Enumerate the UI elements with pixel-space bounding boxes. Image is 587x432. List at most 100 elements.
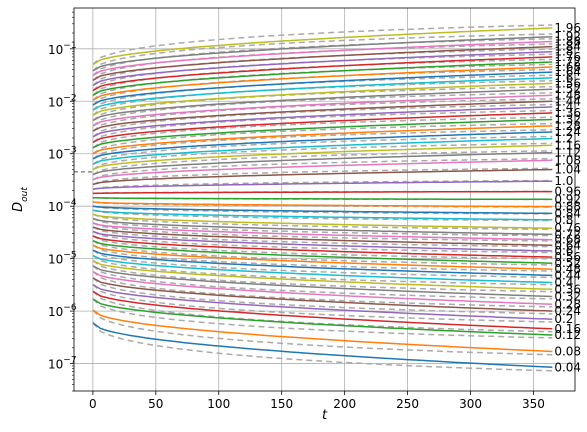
series-dashed-line bbox=[92, 167, 553, 186]
series-line bbox=[92, 244, 553, 270]
series-line bbox=[92, 144, 553, 171]
series-label: 1.36 bbox=[554, 106, 581, 120]
series-label: 1.44 bbox=[554, 94, 581, 108]
series-line bbox=[92, 235, 553, 258]
series-label: 0.12 bbox=[554, 328, 581, 342]
series-dashed-line bbox=[92, 270, 553, 308]
series-label: 0.52 bbox=[554, 256, 581, 270]
series-line bbox=[92, 131, 553, 160]
series-line bbox=[92, 106, 553, 138]
series-line bbox=[92, 209, 553, 221]
series-label: 0.28 bbox=[554, 297, 581, 311]
series-dashed-line bbox=[92, 222, 553, 242]
series-label: 0.8 bbox=[554, 213, 573, 227]
series-line bbox=[92, 222, 553, 241]
series-line bbox=[92, 112, 553, 143]
series-label: 0.2 bbox=[554, 312, 573, 326]
series-label: 1.72 bbox=[554, 55, 581, 69]
series-dashed-line bbox=[92, 109, 553, 143]
series-line bbox=[92, 205, 553, 215]
y-axis-label-sub: out bbox=[20, 187, 30, 202]
x-tick-label: 50 bbox=[148, 397, 163, 411]
series-line bbox=[92, 270, 553, 306]
series-line bbox=[92, 118, 553, 149]
series-label: 0.16 bbox=[554, 322, 581, 336]
series-line bbox=[92, 322, 553, 369]
x-axis-label: t bbox=[322, 408, 328, 423]
series-line bbox=[92, 298, 553, 336]
series-label: 1.0 bbox=[554, 174, 573, 188]
series-label: 1.04 bbox=[554, 163, 581, 177]
series-label: 1.64 bbox=[554, 65, 581, 79]
series-dashed-line bbox=[92, 103, 553, 138]
series-lines-layer bbox=[92, 27, 553, 369]
series-dashed-line bbox=[92, 209, 553, 222]
x-tick-label: 250 bbox=[396, 397, 419, 411]
series-line bbox=[92, 277, 553, 312]
y-tick-label: 10−6 bbox=[48, 303, 77, 319]
series-label: 1.84 bbox=[554, 40, 581, 54]
y-tick-label: 10−3 bbox=[48, 146, 77, 162]
series-line bbox=[92, 213, 553, 229]
series-line bbox=[92, 40, 553, 77]
series-label: 1.16 bbox=[554, 138, 581, 152]
series-dashed-line bbox=[92, 24, 553, 66]
series-dashed-line bbox=[92, 290, 553, 333]
series-label: 0.24 bbox=[554, 304, 581, 318]
series-label: 1.28 bbox=[554, 119, 581, 133]
series-label: 1.56 bbox=[554, 76, 581, 90]
series-label: 0.32 bbox=[554, 289, 581, 303]
series-line bbox=[92, 239, 553, 264]
y-axis-label-main: D bbox=[11, 202, 26, 212]
series-label: 0.76 bbox=[554, 221, 581, 235]
series-dashed-line bbox=[92, 116, 553, 149]
series-dashed-line bbox=[92, 309, 553, 356]
series-line bbox=[92, 254, 553, 284]
x-tick-label: 350 bbox=[522, 397, 545, 411]
series-line bbox=[92, 88, 553, 122]
series-dashed-line bbox=[92, 85, 553, 122]
series-line bbox=[92, 230, 553, 252]
series-line bbox=[92, 125, 553, 155]
series-label: 0.84 bbox=[554, 206, 581, 220]
series-line bbox=[92, 50, 553, 87]
x-tick-label: 200 bbox=[333, 397, 356, 411]
series-line bbox=[92, 151, 553, 176]
series-dashed-line bbox=[92, 254, 553, 286]
series-dashed-line bbox=[92, 244, 553, 272]
series-dashed-line bbox=[92, 265, 553, 300]
series-label: 1.96 bbox=[554, 21, 581, 35]
y-tick-label: 10−1 bbox=[48, 41, 77, 57]
series-dashed-line bbox=[92, 249, 553, 279]
series-label: 1.08 bbox=[554, 153, 581, 167]
series-dashed-line bbox=[92, 205, 553, 215]
series-dashed-line bbox=[92, 235, 553, 260]
series-label: 1.68 bbox=[554, 60, 581, 74]
series-dashed-line bbox=[92, 259, 553, 293]
series-dashed-line bbox=[92, 150, 553, 176]
series-labels-layer: 0.040.080.120.160.20.240.280.320.360.40.… bbox=[554, 21, 581, 374]
series-label: 1.52 bbox=[554, 82, 581, 96]
series-dashed-line bbox=[92, 298, 553, 339]
series-dashed-line bbox=[92, 33, 553, 72]
x-tick-label: 100 bbox=[207, 397, 230, 411]
y-tick-label: 10−2 bbox=[48, 93, 77, 109]
series-line bbox=[92, 27, 553, 66]
series-label: 0.4 bbox=[554, 276, 573, 290]
series-line bbox=[92, 100, 553, 132]
series-label: 1.12 bbox=[554, 146, 581, 160]
series-line bbox=[92, 201, 553, 208]
series-line bbox=[92, 290, 553, 330]
series-label: 1.76 bbox=[554, 50, 581, 64]
series-dashed-line bbox=[92, 122, 553, 155]
series-line bbox=[92, 94, 553, 127]
series-label: 0.04 bbox=[554, 360, 581, 374]
series-dashed-line bbox=[92, 322, 553, 372]
series-label: 1.32 bbox=[554, 112, 581, 126]
series-dashed-line bbox=[92, 92, 553, 127]
series-line bbox=[92, 71, 553, 106]
series-line bbox=[92, 82, 553, 116]
series-label: 1.48 bbox=[554, 88, 581, 102]
series-label: 0.72 bbox=[554, 227, 581, 241]
